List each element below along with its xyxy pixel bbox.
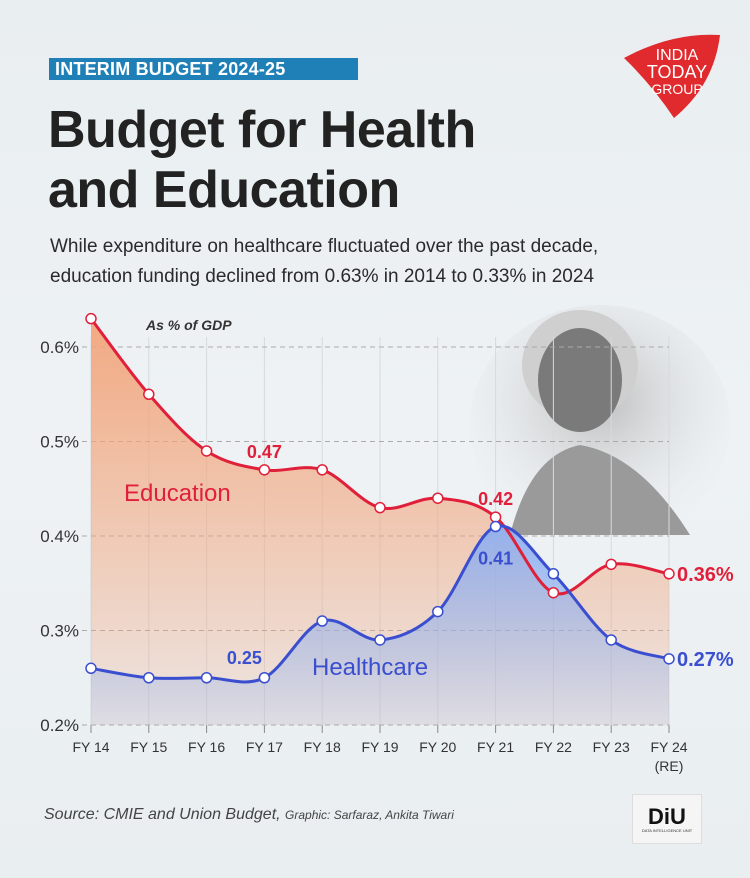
source-text: Source: CMIE and Union Budget, (44, 806, 281, 823)
title-line-2: and Education (48, 161, 400, 219)
healthcare-point (374, 634, 386, 646)
healthcare-point (432, 605, 444, 618)
data-label: 0.47 (247, 442, 282, 462)
logo-line-1: INDIA (656, 47, 699, 64)
page-title: Budget for Health and Education (48, 100, 476, 220)
diu-logo-subtext: DATA INTELLIGENCE UNIT (641, 827, 693, 833)
education-point (85, 312, 97, 325)
diu-logo-text: DiU (648, 803, 686, 829)
data-label: 0.41 (478, 549, 513, 569)
logo-line-3: GROUP (651, 81, 702, 97)
x-tick-label: FY 14 (72, 739, 109, 755)
education-point (316, 464, 328, 476)
education-point (547, 586, 560, 599)
x-tick-label: FY 17 (246, 739, 283, 755)
data-label: 0.36% (677, 564, 734, 586)
healthcare-point (85, 662, 97, 675)
x-tick-label: FY 15 (130, 739, 167, 755)
healthcare-point (489, 520, 502, 533)
diu-logo: DiU DATA INTELLIGENCE UNIT (632, 794, 702, 844)
healthcare-point (143, 672, 155, 684)
education-point (200, 445, 213, 457)
y-tick-label: 0.4% (40, 527, 79, 546)
y-tick-label: 0.3% (40, 622, 79, 641)
data-label: 0.27% (677, 649, 734, 671)
healthcare-point (663, 653, 675, 665)
subtitle-line-1: While expenditure on healthcare fluctuat… (50, 236, 599, 257)
category-tag: INTERIM BUDGET 2024-25 (49, 58, 358, 80)
x-tick-label: FY 20 (419, 739, 456, 755)
x-tick-label: FY 23 (593, 739, 630, 755)
logo-shape (624, 34, 720, 119)
india-today-logo: INDIA TODAY GROUP (624, 34, 720, 119)
education-point (143, 388, 155, 400)
education-point (663, 568, 675, 580)
y-tick-label: 0.2% (40, 716, 79, 735)
education-point (432, 492, 444, 504)
graphic-credit: Graphic: Sarfaraz, Ankita Tiwari (285, 808, 454, 822)
healthcare-point (316, 615, 328, 627)
y-tick-label: 0.5% (40, 433, 79, 452)
education-point (374, 501, 386, 514)
x-tick-label: FY 22 (535, 739, 572, 755)
data-label: 0.42 (478, 489, 513, 509)
x-tick-label: FY 24 (650, 739, 687, 755)
minister-portrait (470, 305, 730, 535)
healthcare-series-label: Healthcare (312, 654, 428, 681)
healthcare-point (200, 672, 213, 684)
source-note: Source: CMIE and Union Budget, Graphic: … (44, 806, 454, 824)
subtitle: While expenditure on healthcare fluctuat… (50, 232, 598, 292)
healthcare-area (91, 525, 669, 725)
x-tick-label: FY 21 (477, 739, 514, 755)
y-tick-label: 0.6% (40, 338, 79, 357)
healthcare-point (258, 672, 271, 684)
x-tick-label: FY 19 (361, 739, 398, 755)
education-point (258, 464, 271, 476)
x-tick-sublabel: (RE) (655, 758, 684, 774)
subtitle-line-2: education funding declined from 0.63% in… (50, 266, 595, 287)
line-area-chart: FY 14 FY 15 FY 16 FY 17 FY 18 FY 19 FY 20 FY 21… (40, 312, 734, 774)
x-tick-label: FY 18 (304, 739, 341, 755)
x-tick-label: FY 16 (188, 739, 225, 755)
healthcare-point (547, 568, 560, 580)
healthcare-point (605, 634, 617, 646)
y-axis-label: As % of GDP (145, 317, 232, 333)
data-label: 0.25 (227, 648, 262, 668)
education-series-label: Education (124, 480, 231, 507)
education-point (489, 511, 502, 523)
logo-line-2: TODAY (647, 62, 707, 82)
education-point (605, 558, 617, 571)
title-line-1: Budget for Health (48, 101, 476, 159)
